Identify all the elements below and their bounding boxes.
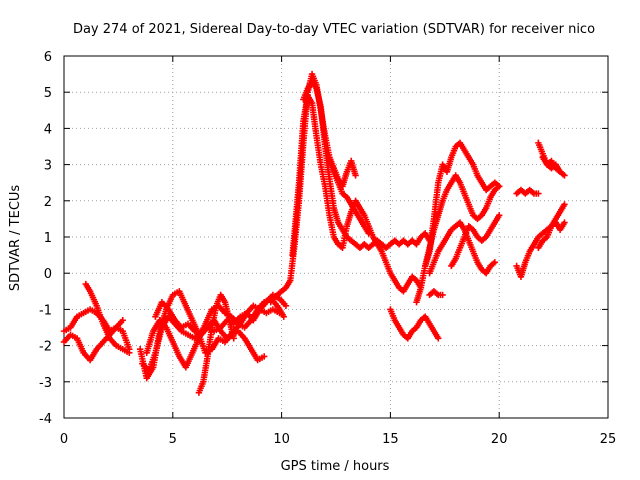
y-tick-label: 6 xyxy=(44,50,52,65)
data-point xyxy=(561,201,568,208)
y-tick-label: -3 xyxy=(39,376,52,391)
x-tick-label: 5 xyxy=(169,432,177,447)
series-line xyxy=(291,94,422,293)
x-tick-label: 25 xyxy=(600,432,617,447)
series-track-18 xyxy=(426,288,446,299)
y-tick-label: 3 xyxy=(44,159,52,174)
y-tick-label: 4 xyxy=(44,122,52,137)
series-track-19 xyxy=(513,219,568,281)
y-tick-label: -4 xyxy=(39,412,52,427)
data-point xyxy=(561,172,568,179)
series-track-7 xyxy=(152,298,283,342)
data-series xyxy=(60,70,568,396)
y-tick-label: 0 xyxy=(44,267,52,282)
data-point xyxy=(352,172,359,179)
series-track-3 xyxy=(82,280,133,357)
x-tick-label: 0 xyxy=(60,432,68,447)
y-tick-labels: -4 -3 -2 -1 0 1 2 3 4 5 6 xyxy=(39,50,52,427)
series-track-10 xyxy=(289,92,425,295)
series-track-20 xyxy=(535,201,568,252)
y-tick-label: -2 xyxy=(39,340,52,355)
y-tick-label: 5 xyxy=(44,86,52,101)
data-point xyxy=(561,219,568,226)
series-track-12 xyxy=(326,154,359,190)
series-track-21 xyxy=(513,186,542,197)
x-tick-label: 15 xyxy=(382,432,399,447)
x-tick-label: 20 xyxy=(491,432,508,447)
series-track-2 xyxy=(60,317,126,364)
data-point xyxy=(280,313,287,320)
data-point xyxy=(119,317,126,324)
data-point xyxy=(282,302,290,309)
data-point xyxy=(126,349,133,357)
y-tick-label: 2 xyxy=(44,195,52,210)
series-track-8 xyxy=(195,291,237,396)
x-axis-label: GPS time / hours xyxy=(281,459,390,474)
data-point xyxy=(230,335,237,342)
x-tick-label: 10 xyxy=(273,432,290,447)
y-axis-label: SDTVAR / TECUs xyxy=(8,185,23,292)
chart-title: Day 274 of 2021, Sidereal Day-to-day VTE… xyxy=(73,22,595,37)
data-point xyxy=(435,335,442,342)
series-track-11 xyxy=(300,78,433,252)
data-point xyxy=(491,259,499,266)
y-tick-label: 1 xyxy=(44,231,52,246)
data-point xyxy=(496,212,503,219)
y-tick-label: -1 xyxy=(39,303,52,318)
series-track-15 xyxy=(422,139,503,270)
data-point xyxy=(260,353,268,360)
series-track-13 xyxy=(387,306,442,342)
data-point xyxy=(556,168,564,176)
data-point xyxy=(535,190,542,197)
series-track-23 xyxy=(539,154,564,176)
series-track-17 xyxy=(448,212,503,270)
data-point xyxy=(496,183,503,190)
data-point xyxy=(276,309,283,317)
x-tick-labels: 0 5 10 15 20 25 xyxy=(60,432,616,447)
data-point xyxy=(439,291,446,299)
axis-ticks xyxy=(63,55,609,419)
